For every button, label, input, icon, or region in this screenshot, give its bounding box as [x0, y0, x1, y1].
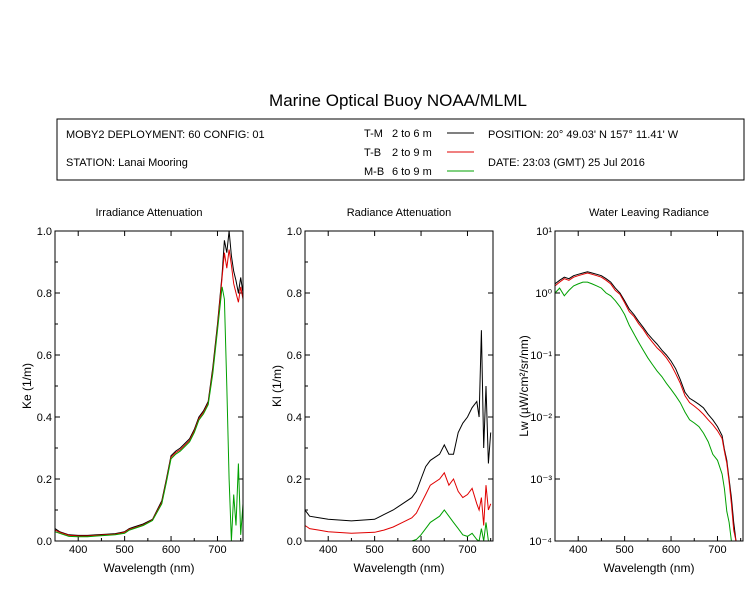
y-axis-label: Lw (µW/cm²/sr/nm) [517, 335, 531, 437]
y-tick-label: 10¹ [536, 226, 552, 238]
legend-range: 2 to 9 m [392, 147, 432, 159]
plot-panel-2: Radiance Attenuation 400 500 600 700 0.0 0.2 0.… [270, 207, 494, 575]
x-tick-label: 400 [319, 544, 337, 556]
y-tick-label: 10⁰ [535, 288, 552, 300]
y-tick-label: 0.8 [37, 288, 52, 300]
y-tick-label: 0.6 [37, 350, 52, 362]
x-tick-label: 700 [208, 544, 226, 556]
y-tick-label: 0.4 [287, 412, 302, 424]
y-tick-label: 0.8 [287, 288, 302, 300]
deployment-text: MOBY2 DEPLOYMENT: 60 CONFIG: 01 [66, 129, 265, 141]
date-text: DATE: 23:03 (GMT) 25 Jul 2016 [488, 157, 645, 169]
x-tick-label: 400 [69, 544, 87, 556]
y-tick-label: 0.2 [37, 474, 52, 486]
station-text: STATION: Lanai Mooring [66, 157, 188, 169]
plots: Irradiance Attenuation 400 500 600 700 0.0 0.2… [20, 207, 744, 575]
plot-title: Irradiance Attenuation [95, 207, 202, 219]
series-line-m-b [305, 509, 489, 541]
series-line-m-b [555, 281, 734, 541]
figure-title: Marine Optical Buoy NOAA/MLML [269, 91, 527, 110]
plot-frame [554, 230, 744, 542]
y-tick-label: 10⁻⁴ [529, 536, 552, 548]
y-tick-label: 0.0 [37, 536, 52, 548]
y-tick-label: 1.0 [287, 226, 302, 238]
x-tick-label: 500 [365, 544, 383, 556]
y-tick-label: 0.2 [287, 474, 302, 486]
info-box [56, 118, 745, 181]
y-tick-label: 10⁻¹ [530, 350, 552, 362]
x-tick-label: 700 [458, 544, 476, 556]
x-tick-label: 700 [708, 544, 726, 556]
legend-key-m-b: M-B [364, 166, 384, 178]
x-tick-label: 500 [615, 544, 633, 556]
y-tick-label: 10⁻³ [530, 474, 552, 486]
x-tick-label: 600 [412, 544, 430, 556]
series-line-t-b [55, 249, 243, 537]
plot-frame [304, 230, 494, 542]
legend-range: 2 to 6 m [392, 128, 432, 140]
series-line-t-m [555, 271, 739, 541]
position-text: POSITION: 20° 49.03' N 157° 11.41' W [488, 129, 679, 141]
x-axis-label: Wavelength (nm) [104, 561, 195, 575]
x-axis-label: Wavelength (nm) [354, 561, 445, 575]
y-tick-label: 0.0 [287, 536, 302, 548]
y-axis-label: Kl (1/m) [270, 365, 284, 407]
plot-title: Radiance Attenuation [347, 207, 452, 219]
x-tick-label: 400 [569, 544, 587, 556]
legend: T-M 2 to 6 m T-B 2 to 9 m M-B 6 to 9 m [364, 128, 474, 178]
plot-panel-3: Water Leaving Radiance 400 500 600 700 10⁻⁴ 10… [517, 207, 744, 575]
series-line-t-b [305, 471, 492, 534]
series-line-m-b [55, 286, 243, 541]
series-line-t-b [555, 272, 739, 541]
x-tick-label: 500 [115, 544, 133, 556]
y-tick-label: 0.4 [37, 412, 52, 424]
legend-key-t-b: T-B [364, 147, 381, 159]
y-tick-label: 1.0 [37, 226, 52, 238]
legend-range: 6 to 9 m [392, 166, 432, 178]
plot-frame [54, 230, 244, 542]
y-tick-label: 10⁻² [530, 412, 552, 424]
y-axis-label: Ke (1/m) [20, 363, 34, 409]
plot-title: Water Leaving Radiance [589, 207, 709, 219]
series-line-t-m [305, 330, 492, 522]
x-tick-label: 600 [662, 544, 680, 556]
x-tick-label: 600 [162, 544, 180, 556]
plot-panel-1: Irradiance Attenuation 400 500 600 700 0.0 0.2… [20, 207, 244, 575]
y-tick-label: 0.6 [287, 350, 302, 362]
series-line-t-m [55, 231, 243, 536]
x-axis-label: Wavelength (nm) [604, 561, 695, 575]
legend-key-t-m: T-M [364, 128, 383, 140]
